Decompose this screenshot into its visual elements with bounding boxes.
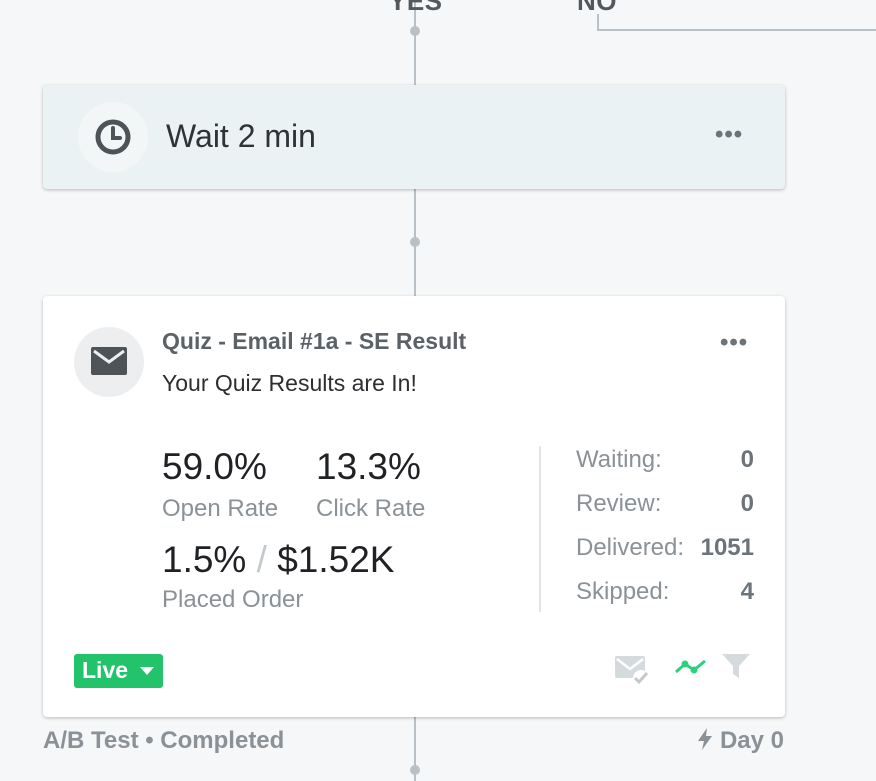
open-rate-label: Open Rate (162, 495, 279, 522)
wait-node[interactable]: Wait 2 min ••• (43, 85, 785, 189)
click-rate-label: Click Rate (316, 495, 426, 522)
skipped-value[interactable]: 4 (740, 578, 754, 605)
yes-branch-label: YES (389, 0, 443, 16)
no-branch-label: NO (577, 0, 617, 16)
placed-order-rate: 1.5% (162, 539, 247, 580)
connector-line (414, 717, 416, 781)
wait-node-label: Wait 2 min (166, 118, 316, 154)
email-node-title[interactable]: Quiz - Email #1a - SE Result (162, 328, 467, 354)
email-check-icon[interactable] (614, 654, 652, 693)
email-node[interactable]: Quiz - Email #1a - SE Result ••• Your Qu… (43, 296, 785, 717)
connector-line (414, 0, 416, 85)
review-label: Review: (576, 490, 662, 517)
connector-dot (410, 26, 420, 36)
day-indicator: Day 0 (696, 727, 784, 755)
delivered-value[interactable]: 1051 (700, 534, 754, 561)
click-rate-value: 13.3% (316, 446, 421, 487)
caret-down-icon (140, 667, 154, 675)
waiting-value[interactable]: 0 (740, 446, 754, 473)
day-label: Day 0 (719, 727, 784, 754)
ab-test-status: A/B Test • Completed (43, 727, 285, 754)
stats-divider (539, 446, 541, 612)
connector-dot (410, 765, 420, 775)
review-value[interactable]: 0 (740, 490, 754, 517)
placed-order-value: 1.5% / $1.52K (162, 539, 394, 581)
placed-order-separator: / (256, 539, 267, 580)
no-branch-connector (597, 14, 599, 31)
waiting-label: Waiting: (576, 446, 662, 473)
skipped-label: Skipped: (576, 578, 670, 605)
lightning-icon (697, 728, 712, 750)
delivered-label: Delivered: (576, 534, 685, 561)
filter-icon[interactable] (721, 652, 751, 685)
clock-icon (78, 102, 148, 172)
trend-icon[interactable] (673, 656, 709, 685)
connector-dot (410, 237, 420, 247)
envelope-icon (74, 327, 144, 397)
placed-order-label: Placed Order (162, 586, 304, 613)
email-subject: Your Quiz Results are In! (162, 370, 417, 396)
status-label: Live (82, 657, 129, 683)
wait-node-more-button[interactable]: ••• (715, 121, 744, 148)
no-branch-connector-horizontal (597, 29, 876, 31)
open-rate-value: 59.0% (162, 446, 267, 487)
email-node-more-button[interactable]: ••• (720, 329, 749, 356)
status-dropdown[interactable]: Live (74, 654, 163, 688)
placed-order-revenue: $1.52K (277, 539, 395, 580)
